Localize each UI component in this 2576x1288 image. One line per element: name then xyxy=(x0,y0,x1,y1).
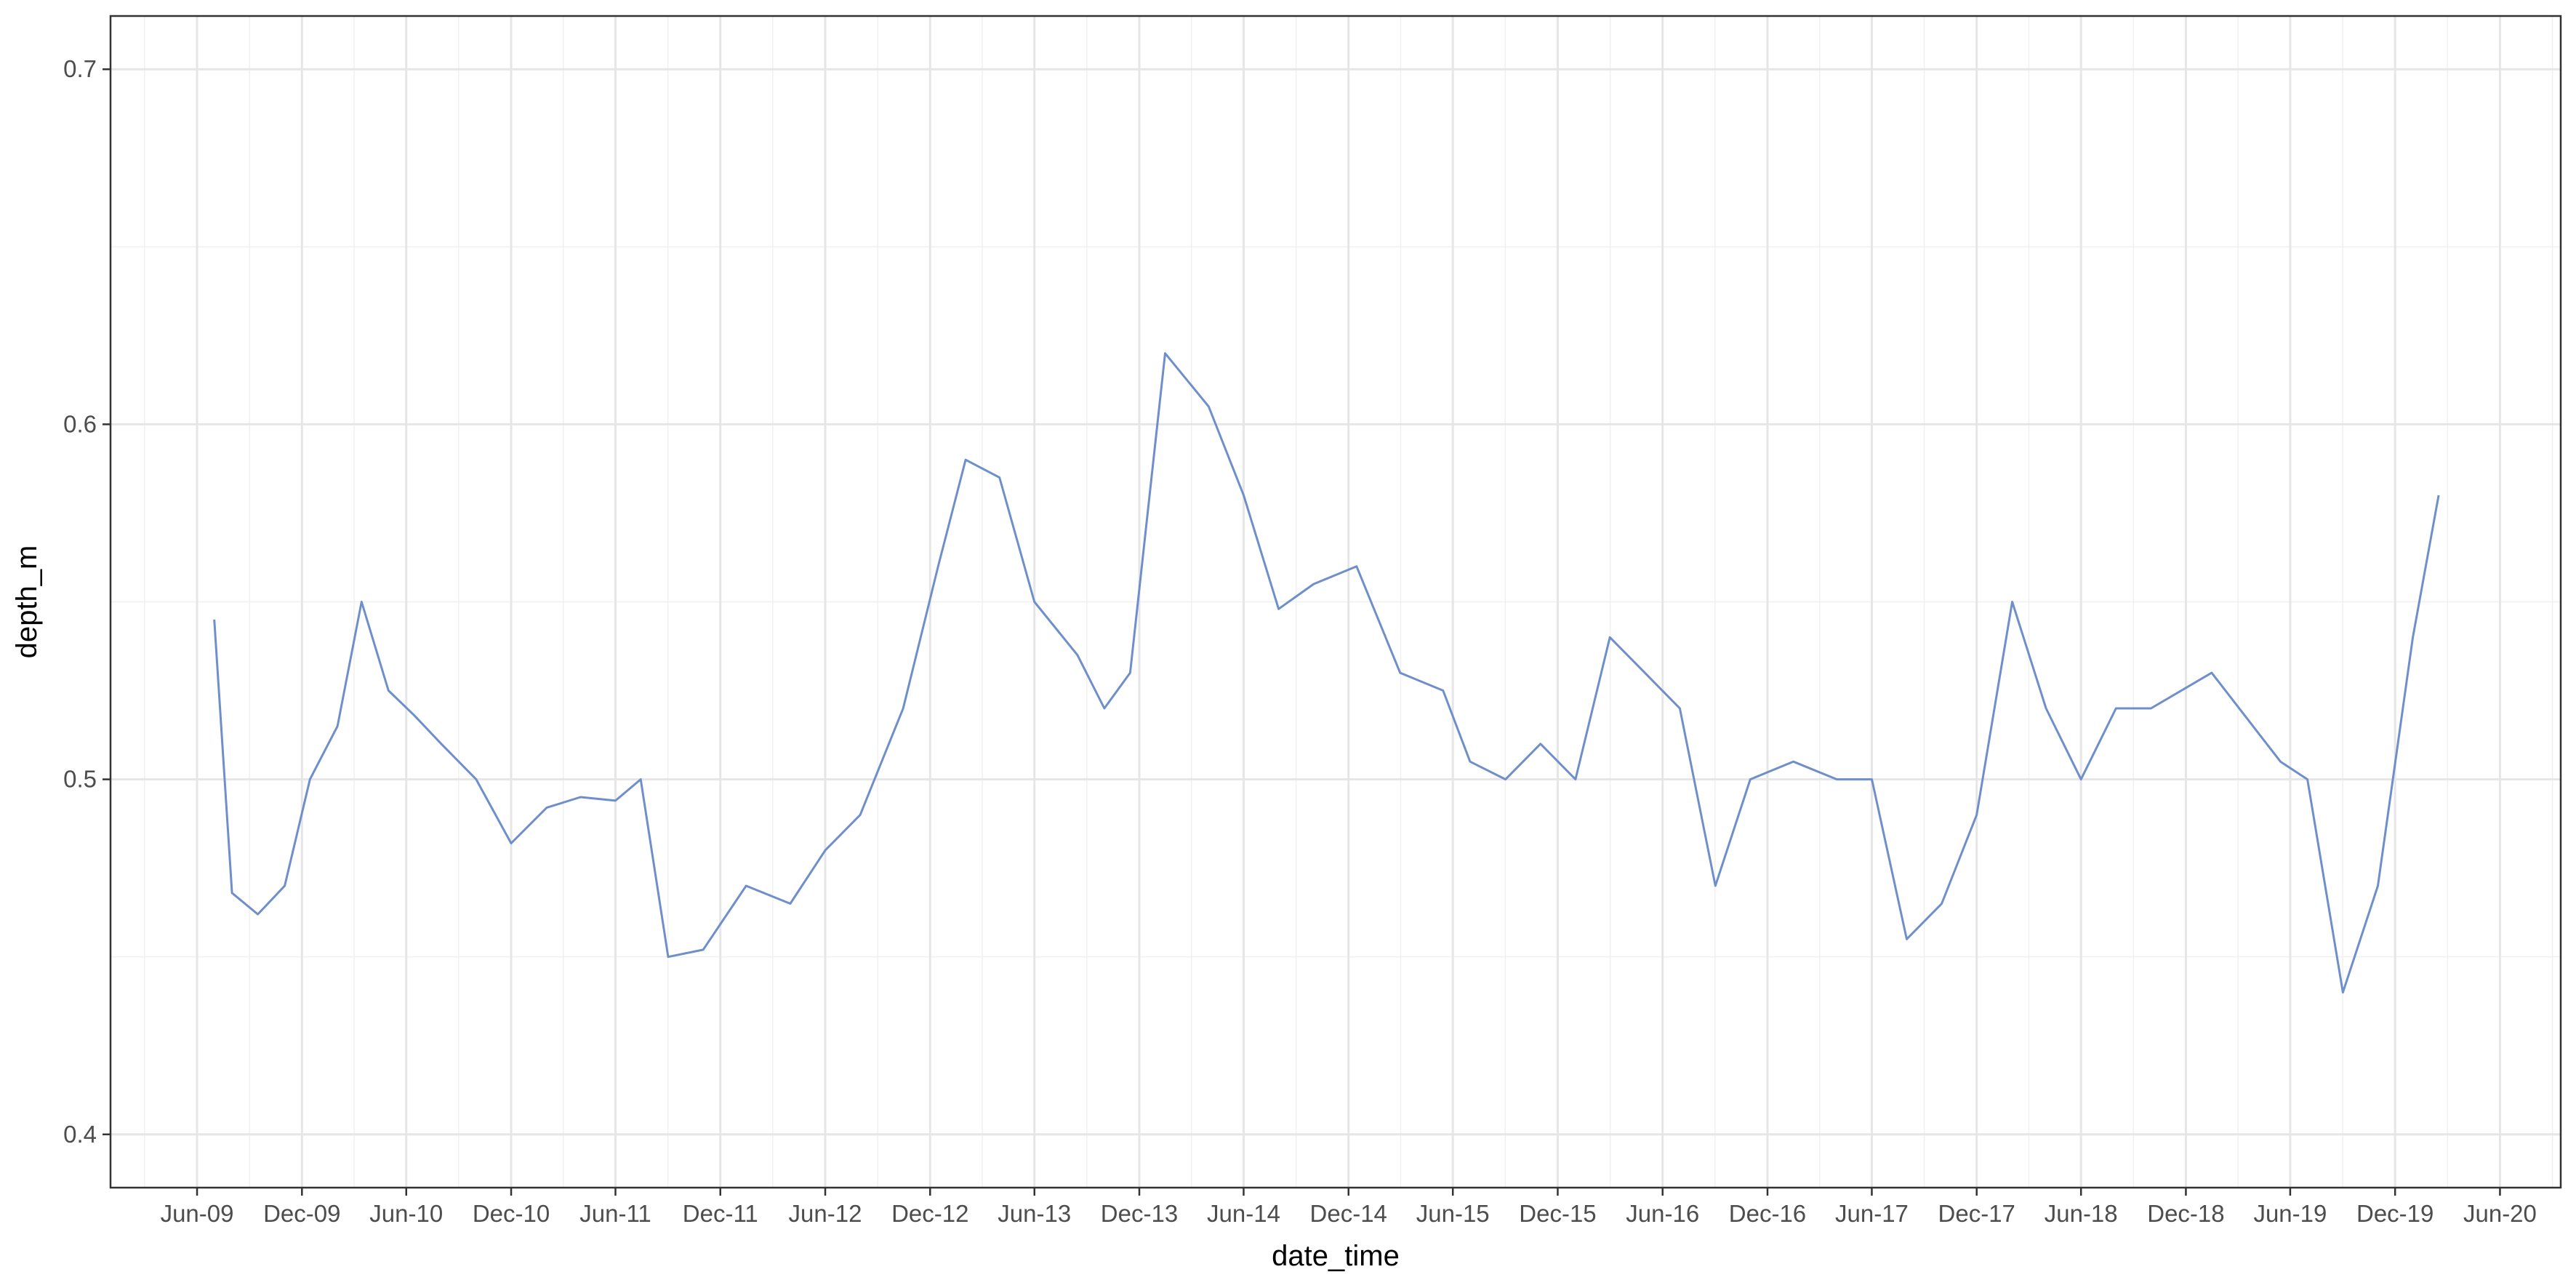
x-tick-label: Jun-20 xyxy=(2463,1200,2537,1227)
x-tick-label: Jun-13 xyxy=(998,1200,1071,1227)
x-tick-label: Jun-17 xyxy=(1835,1200,1909,1227)
x-tick-label: Dec-15 xyxy=(1519,1200,1596,1227)
x-tick-label: Dec-12 xyxy=(891,1200,968,1227)
x-tick-label: Jun-19 xyxy=(2253,1200,2327,1227)
panel-border xyxy=(109,15,2562,1189)
x-tick-label: Jun-12 xyxy=(789,1200,862,1227)
x-tick-label: Jun-14 xyxy=(1207,1200,1280,1227)
series-layer xyxy=(213,352,2440,993)
x-tick-label: Jun-10 xyxy=(369,1200,443,1227)
y-axis: 0.4 0.5 0.6 0.7 xyxy=(63,55,111,1148)
x-tick-label: Dec-16 xyxy=(1729,1200,1806,1227)
x-tick-label: Jun-16 xyxy=(1626,1200,1699,1227)
series-line-1 xyxy=(213,352,2440,993)
x-tick-label: Dec-18 xyxy=(2147,1200,2224,1227)
x-tick-label: Jun-09 xyxy=(161,1200,234,1227)
x-tick-label: Dec-09 xyxy=(263,1200,340,1227)
major-gridlines xyxy=(111,16,2561,1188)
x-tick-label: Dec-14 xyxy=(1310,1200,1387,1227)
x-tick-label: Jun-15 xyxy=(1416,1200,1490,1227)
x-tick-label: Dec-13 xyxy=(1101,1200,1178,1227)
x-tick-label: Dec-11 xyxy=(683,1200,758,1227)
x-axis-title: date_time xyxy=(1272,1240,1400,1272)
y-axis-title: depth_m xyxy=(11,545,43,659)
y-tick-label: 0.4 xyxy=(63,1121,97,1148)
x-tick-label: Dec-17 xyxy=(1938,1200,2015,1227)
x-tick-label: Dec-10 xyxy=(473,1200,550,1227)
minor-gridlines xyxy=(111,16,2561,1188)
x-tick-label: Jun-11 xyxy=(579,1200,651,1227)
x-tick-label: Dec-19 xyxy=(2356,1200,2433,1227)
x-axis: Jun-09 Dec-09 Jun-10 Dec-10 Jun-11 Dec-11 Jun-… xyxy=(161,1188,2537,1227)
y-tick-label: 0.7 xyxy=(63,55,97,82)
x-tick-label: Jun-18 xyxy=(2045,1200,2118,1227)
y-tick-label: 0.5 xyxy=(63,766,97,793)
y-tick-label: 0.6 xyxy=(63,410,97,437)
